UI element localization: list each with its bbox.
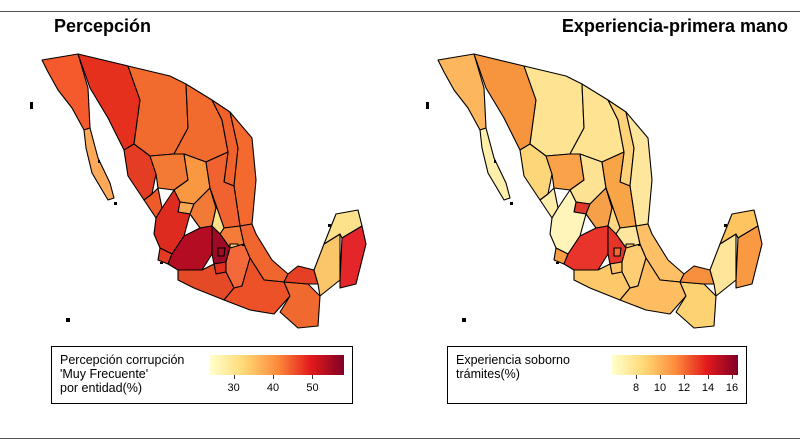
- bottom-rule: [0, 438, 800, 439]
- legend-title-line: 'Muy Frecuente': [60, 367, 149, 381]
- legend-title-line: Percepción corrupción: [60, 353, 185, 367]
- legend-tick-label: 14: [701, 382, 715, 394]
- panel-title-perception: Percepción: [54, 16, 152, 36]
- island-marker: [638, 244, 640, 246]
- island-marker: [328, 224, 331, 227]
- island-marker: [494, 160, 496, 163]
- island-marker: [242, 244, 244, 246]
- experience-choropleth-map: [426, 53, 763, 329]
- island-marker: [114, 202, 117, 205]
- island-marker: [98, 160, 100, 163]
- state-region-cdmx: [217, 247, 226, 257]
- legend-tick-mark: [233, 375, 235, 379]
- legend-title-line: trámites(%): [456, 367, 520, 381]
- legend-perception: Percepción corrupción 'Muy Frecuente' po…: [51, 346, 353, 404]
- state-region-nay: [539, 187, 559, 219]
- state-region-tab: [283, 265, 319, 285]
- island-marker: [160, 262, 163, 264]
- legend-tick-mark: [684, 375, 685, 379]
- legend-ticks: 30 40 50: [210, 375, 344, 395]
- island-marker: [30, 102, 33, 109]
- state-region-bcs: [479, 127, 511, 201]
- state-region-gro: [177, 263, 235, 301]
- island-marker: [556, 262, 559, 264]
- island-marker: [724, 224, 727, 227]
- legend-colorbar: [210, 355, 344, 375]
- legend-title: Percepción corrupción 'Muy Frecuente' po…: [60, 353, 184, 395]
- state-region-gro: [573, 263, 631, 301]
- legend-tick-mark: [273, 375, 275, 379]
- top-rule: [0, 11, 800, 12]
- state-region-sin: [123, 143, 157, 201]
- state-region-tab: [679, 265, 715, 285]
- state-region-qroo: [339, 225, 367, 289]
- legend-tick-label: 40: [266, 382, 280, 394]
- legend-tick-label: 12: [677, 382, 691, 394]
- state-region-nay: [143, 187, 163, 219]
- legend-tick-mark: [312, 375, 314, 379]
- state-region-chis: [675, 281, 717, 329]
- legend-title-line: Experiencia soborno: [456, 353, 570, 367]
- island-marker: [462, 318, 466, 322]
- island-marker: [426, 102, 429, 109]
- perception-choropleth-map: [30, 53, 367, 329]
- state-region-bcs: [83, 127, 115, 201]
- legend-tick-label: 30: [227, 382, 240, 394]
- state-region-sin: [519, 143, 553, 201]
- legend-ticks: 8 10 12 14 16: [612, 375, 738, 395]
- state-region-camp: [313, 233, 341, 297]
- state-region-qroo: [735, 225, 763, 289]
- legend-tick-label: 16: [725, 382, 739, 394]
- legend-tick-label: 50: [306, 382, 319, 394]
- legend-colorbar: [612, 355, 738, 375]
- legend-tick-mark: [660, 375, 661, 379]
- legend-title-line: por entidad(%): [60, 381, 142, 395]
- island-marker: [510, 202, 513, 205]
- legend-experience: Experiencia soborno trámites(%) 8 10 12 14 1…: [447, 346, 747, 404]
- state-region-cdmx: [613, 247, 622, 257]
- legend-tick-mark: [636, 375, 637, 379]
- legend-tick-label: 8: [632, 382, 640, 394]
- legend-title: Experiencia soborno trámites(%): [456, 353, 570, 381]
- panel-title-experience: Experiencia-primera mano: [561, 16, 788, 36]
- state-region-chis: [279, 281, 321, 329]
- state-region-camp: [709, 233, 737, 297]
- island-marker: [66, 318, 70, 322]
- legend-tick-mark: [732, 375, 733, 379]
- legend-tick-mark: [708, 375, 709, 379]
- legend-tick-label: 10: [653, 382, 667, 394]
